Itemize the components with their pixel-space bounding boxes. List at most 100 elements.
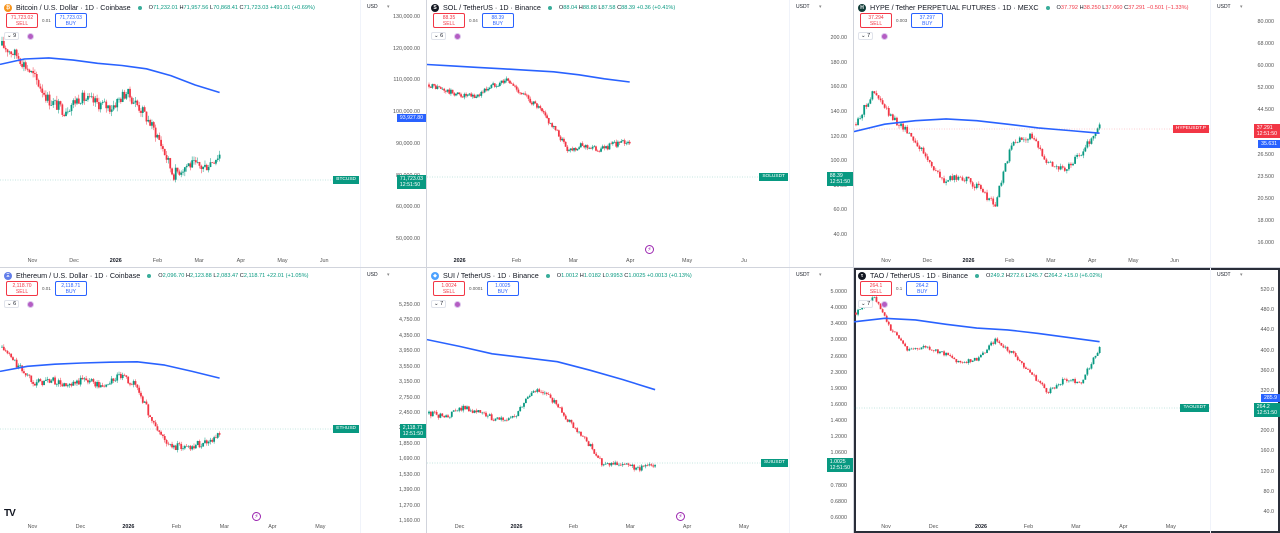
price-axis[interactable]: USD 5,250.00 4,750.00 4,350.00 3,950.00 3,55… <box>360 268 426 533</box>
event-marker-icon[interactable]: ⚡ <box>645 245 654 254</box>
indicator-visibility-icon[interactable] <box>454 300 462 308</box>
indicators-collapse-toggle[interactable]: ⌄ 6 <box>431 32 447 40</box>
price-axis[interactable]: USD 130,000.00 120,000.00 110,000.00 100,00… <box>360 0 426 267</box>
price-tick-label: 80.000 <box>1257 19 1275 25</box>
price-plot[interactable] <box>427 268 789 521</box>
price-plot[interactable] <box>854 268 1210 521</box>
price-tick-label: 4,750.00 <box>399 317 420 324</box>
last-price-tag: 2,118.71 12:51:50 <box>399 424 426 438</box>
symbol-title[interactable]: HYPE / Tether PERPETUAL FUTURES · 1D · M… <box>870 3 1039 12</box>
currency-selector[interactable]: USDT <box>796 4 822 10</box>
price-tick-label: 1,690.00 <box>399 456 420 463</box>
price-plot[interactable] <box>0 0 360 255</box>
time-axis[interactable]: 2026 Feb Mar Apr May Ju <box>427 255 789 267</box>
indicators-collapse-toggle[interactable]: ⌄ 7 <box>858 32 874 40</box>
time-axis[interactable]: Nov Dec 2026 Feb Mar Apr May <box>854 521 1210 533</box>
moving-average-line <box>0 57 220 94</box>
moving-average-line <box>854 118 1100 134</box>
tradingview-logo-icon[interactable]: TV <box>4 508 16 519</box>
price-tick-label: 440.0 <box>1260 327 1275 334</box>
indicator-visibility-icon[interactable] <box>27 300 35 308</box>
indicator-legend-row: ⌄ 7 <box>858 32 889 40</box>
indicators-collapse-toggle[interactable]: ⌄ 7 <box>858 300 874 308</box>
symbol-price-tag: BTCUSD <box>333 176 359 184</box>
sell-button[interactable]: 2,118.70 SELL <box>6 281 38 296</box>
time-axis[interactable]: Nov Dec 2026 Feb Mar Apr May Jun <box>0 255 360 267</box>
price-tick-label: 1,850.00 <box>399 440 420 447</box>
price-axis[interactable]: USDT 5.0000 4.0000 3.4000 3.0000 2.6000 2.300… <box>789 268 853 533</box>
price-tick-label: 200.0 <box>1260 428 1275 435</box>
currency-selector[interactable]: USD <box>367 4 389 10</box>
currency-selector[interactable]: USD <box>367 272 389 278</box>
buy-button[interactable]: 1.0025 BUY <box>486 281 519 296</box>
time-tick-label: Feb <box>1023 524 1034 530</box>
price-tick-label: 480.0 <box>1260 307 1275 314</box>
time-tick-label: Jun <box>1170 258 1179 264</box>
panel-divider[interactable] <box>853 0 854 533</box>
time-tick-label: 2026 <box>453 258 466 264</box>
indicator-visibility-icon[interactable] <box>881 300 889 308</box>
indicator-visibility-icon[interactable] <box>881 32 889 40</box>
buy-button[interactable]: 2,118.71 BUY <box>54 281 87 296</box>
buy-button[interactable]: 37.297 BUY <box>911 13 944 28</box>
price-tick-label: 3,150.00 <box>399 379 420 386</box>
ohlc-values: O1.0012 H1.0182 L0.9953 C1.0025 +0.0013 … <box>556 272 692 279</box>
buy-button[interactable]: 71,723.03 BUY <box>54 13 87 28</box>
time-tick-label: Apr <box>626 258 635 264</box>
ohlc-values: O2,096.70 H2,123.88 L2,083.47 C2,118.71 … <box>158 272 309 279</box>
indicators-collapse-toggle[interactable]: ⌄ 7 <box>431 300 447 308</box>
panel-divider[interactable] <box>0 267 1280 268</box>
currency-selector[interactable]: USDT <box>796 272 822 278</box>
price-tick-label: 20.500 <box>1257 195 1275 202</box>
time-axis[interactable]: Nov Dec 2026 Feb Mar Apr May Jun <box>854 255 1210 267</box>
sell-button[interactable]: 264.1 SELL <box>860 281 892 296</box>
chart-panel-eth[interactable]: Ξ Ethereum / U.S. Dollar · 1D · Coinbase… <box>0 268 426 533</box>
spread-value: 0.0001 <box>469 286 483 291</box>
currency-selector[interactable]: USDT <box>1217 4 1243 10</box>
symbol-title[interactable]: TAO / TetherUS · 1D · Binance <box>870 271 968 280</box>
price-axis[interactable]: USDT 200.00 180.00 160.00 140.00 120.00 100.0… <box>789 0 853 267</box>
price-axis[interactable]: USDT 80.00068.00060.00052.00044.50030.50… <box>1210 0 1280 267</box>
sell-button[interactable]: 88.35 SELL <box>433 13 465 28</box>
chart-panel-sol[interactable]: S SOL / TetherUS · 1D · Binance O88.04 H… <box>427 0 853 267</box>
indicator-visibility-icon[interactable] <box>27 32 35 40</box>
sell-button[interactable]: 1.0024 SELL <box>433 281 465 296</box>
price-plot[interactable] <box>427 0 789 255</box>
market-open-status-icon <box>1045 5 1050 10</box>
last-price-tag: 88.39 12:51:50 <box>826 172 853 186</box>
symbol-title[interactable]: Bitcoin / U.S. Dollar · 1D · Coinbase <box>16 3 131 12</box>
time-tick-label: 2026 <box>122 524 135 530</box>
sell-button[interactable]: 37.294 SELL <box>860 13 892 28</box>
price-plot[interactable] <box>0 268 360 521</box>
sell-button[interactable]: 71,723.02 SELL <box>6 13 38 28</box>
chart-panel-tao[interactable]: τ TAO / TetherUS · 1D · Binance O249.2 H… <box>854 268 1280 533</box>
buy-button[interactable]: 264.2 BUY <box>906 281 939 296</box>
time-axis[interactable]: Nov Dec 2026 Feb Mar Apr May <box>0 521 360 533</box>
chart-panel-btc[interactable]: ₿ Bitcoin / U.S. Dollar · 1D · Coinbase … <box>0 0 426 267</box>
price-tick-label: 2.3000 <box>830 369 848 376</box>
event-marker-icon[interactable]: ⚡ <box>252 512 261 521</box>
price-tick-label: 1,390.00 <box>399 487 420 494</box>
price-plot[interactable] <box>854 0 1210 255</box>
symbol-title[interactable]: Ethereum / U.S. Dollar · 1D · Coinbase <box>16 271 141 280</box>
time-tick-label: Nov <box>881 258 891 264</box>
price-axis[interactable]: USDT 520.0480.0440.0400.0360.0320.0240.0… <box>1210 268 1280 533</box>
time-axis[interactable]: Dec 2026 Feb Mar Apr May <box>427 521 789 533</box>
chart-panel-hype[interactable]: H HYPE / Tether PERPETUAL FUTURES · 1D ·… <box>854 0 1280 267</box>
currency-selector[interactable]: USDT <box>1217 272 1243 278</box>
moving-average-line <box>427 338 656 391</box>
symbol-price-tag: SOLUSDT <box>759 173 788 181</box>
trade-buttons: 37.294 SELL 0.003 37.297 BUY <box>860 13 944 28</box>
indicators-collapse-toggle[interactable]: ⌄ 9 <box>4 32 20 40</box>
buy-button[interactable]: 88.39 BUY <box>481 13 514 28</box>
panel-divider[interactable] <box>426 0 427 533</box>
indicators-collapse-toggle[interactable]: ⌄ 6 <box>4 300 20 308</box>
symbol-title[interactable]: SUI / TetherUS · 1D · Binance <box>443 271 539 280</box>
chart-panel-sui[interactable]: ◆ SUI / TetherUS · 1D · Binance O1.0012 … <box>427 268 853 533</box>
price-tick-label: 100.00 <box>830 158 848 165</box>
event-marker-icon[interactable]: ⚡ <box>676 512 685 521</box>
trade-buttons: 71,723.02 SELL 0.01 71,723.03 BUY <box>6 13 87 28</box>
indicator-visibility-icon[interactable] <box>454 32 462 40</box>
symbol-title[interactable]: SOL / TetherUS · 1D · Binance <box>443 3 541 12</box>
price-tick-label: 360.0 <box>1260 367 1275 374</box>
